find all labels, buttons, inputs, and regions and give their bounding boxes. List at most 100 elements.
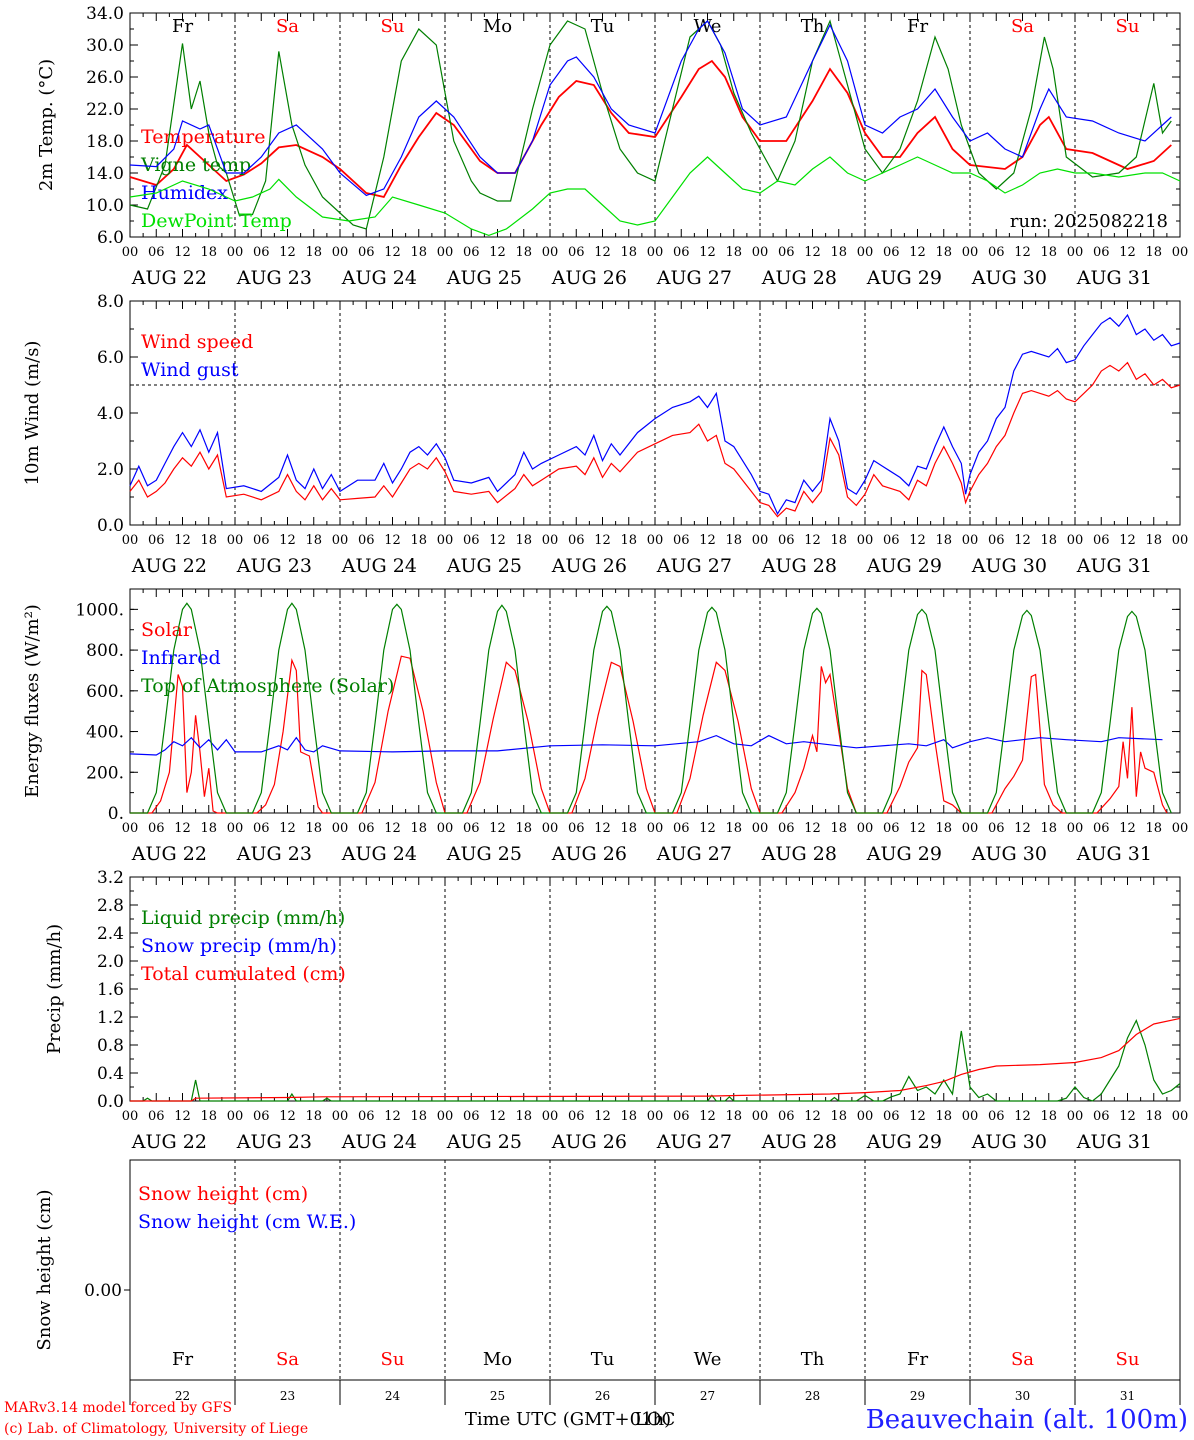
wind-series-blue bbox=[129, 313, 1181, 516]
wind-hour-label: 00 bbox=[1172, 533, 1189, 548]
wind-hour-label: 12 bbox=[1014, 533, 1031, 548]
energy-hour-label: 12 bbox=[699, 821, 716, 836]
temp-hour-label: 06 bbox=[778, 245, 795, 260]
temp-frame bbox=[129, 12, 1181, 238]
temp-ytick-label: 6.0 bbox=[97, 228, 124, 248]
energy-hour-label: 12 bbox=[489, 821, 506, 836]
energy-y-axis-label: Energy fluxes (W/m²) bbox=[22, 604, 43, 798]
wind-hour-label: 00 bbox=[122, 533, 139, 548]
temp-weekday-label: Tu bbox=[591, 16, 615, 37]
precip-ytick-label: 2.0 bbox=[97, 952, 124, 972]
temp-hour-label: 00 bbox=[1172, 245, 1189, 260]
temp-legend-red: Temperature bbox=[141, 126, 265, 148]
wind-hour-label: 06 bbox=[253, 533, 270, 548]
temp-weekday-label: Su bbox=[1116, 16, 1140, 37]
precip-ytick-label: 1.6 bbox=[97, 980, 124, 1000]
energy-hour-label: 06 bbox=[253, 821, 270, 836]
temp-weekday-label: Sa bbox=[1011, 16, 1034, 37]
snow-day-number: 25 bbox=[490, 1389, 505, 1403]
precip-hour-label: 06 bbox=[253, 1109, 270, 1124]
wind-hour-label: 06 bbox=[883, 533, 900, 548]
precip-hour-label: 18 bbox=[620, 1109, 637, 1124]
wind-hour-label: 12 bbox=[804, 533, 821, 548]
wind-hour-label: 12 bbox=[279, 533, 296, 548]
temp-hour-label: 00 bbox=[752, 245, 769, 260]
precip-date-label: AUG 30 bbox=[971, 1131, 1047, 1153]
wind-hour-label: 00 bbox=[962, 533, 979, 548]
energy-ytick-label: 1000. bbox=[75, 600, 124, 620]
temp-weekday-label: Su bbox=[381, 16, 405, 37]
energy-hour-label: 06 bbox=[568, 821, 585, 836]
station-label: Beauvechain (alt. 100m) bbox=[866, 1405, 1188, 1435]
snow-y-axis-label: Snow height (cm) bbox=[34, 1189, 55, 1350]
energy-hour-label: 12 bbox=[909, 821, 926, 836]
wind-hour-label: 06 bbox=[988, 533, 1005, 548]
temp-ytick-label: 22.0 bbox=[86, 100, 124, 120]
wind-series-red bbox=[129, 361, 1181, 518]
energy-hour-label: 00 bbox=[437, 821, 454, 836]
energy-hour-label: 00 bbox=[857, 821, 874, 836]
precip-date-label: AUG 29 bbox=[866, 1131, 942, 1153]
wind-hour-label: 18 bbox=[620, 533, 637, 548]
wind-hour-label: 12 bbox=[699, 533, 716, 548]
temp-date-label: AUG 25 bbox=[446, 267, 522, 289]
temp-series-lightgreen bbox=[129, 156, 1181, 237]
snow-day-number: 30 bbox=[1015, 1389, 1030, 1403]
panel-energy: 0. 200. 400. 600. 800. 1000. 00 06 12 18 AUG 22 00 0… bbox=[22, 588, 1188, 865]
energy-hour-label: 06 bbox=[1093, 821, 1110, 836]
wind-hour-label: 18 bbox=[410, 533, 427, 548]
energy-date-label: AUG 24 bbox=[341, 843, 417, 865]
temp-ytick-label: 30.0 bbox=[86, 36, 124, 56]
temp-hour-label: 00 bbox=[227, 245, 244, 260]
precip-date-label: AUG 26 bbox=[551, 1131, 627, 1153]
precip-ytick-label: 2.4 bbox=[97, 924, 124, 944]
energy-hour-label: 06 bbox=[148, 821, 165, 836]
energy-hour-label: 00 bbox=[962, 821, 979, 836]
temp-date-label: AUG 28 bbox=[761, 267, 837, 289]
temp-hour-label: 06 bbox=[358, 245, 375, 260]
precip-hour-label: 12 bbox=[594, 1109, 611, 1124]
wind-hour-label: 18 bbox=[1040, 533, 1057, 548]
snow-weekday-label: Su bbox=[381, 1349, 405, 1370]
wind-hour-label: 18 bbox=[305, 533, 322, 548]
precip-hour-label: 06 bbox=[673, 1109, 690, 1124]
energy-date-label: AUG 25 bbox=[446, 843, 522, 865]
temp-hour-label: 00 bbox=[962, 245, 979, 260]
temp-hour-label: 12 bbox=[1014, 245, 1031, 260]
energy-hour-label: 12 bbox=[174, 821, 191, 836]
snow-weekday-label: Fr bbox=[907, 1349, 928, 1370]
temp-hour-label: 18 bbox=[200, 245, 217, 260]
wind-ytick-label: 0.0 bbox=[97, 516, 124, 536]
temp-hour-label: 12 bbox=[909, 245, 926, 260]
temp-ytick-label: 18.0 bbox=[86, 132, 124, 152]
precip-hour-label: 18 bbox=[305, 1109, 322, 1124]
energy-series-blue bbox=[129, 734, 1163, 756]
temp-y-axis-label: 2m Temp. (°C) bbox=[36, 59, 57, 191]
temp-legend-blue: Humidex bbox=[141, 182, 228, 204]
wind-date-label: AUG 28 bbox=[761, 555, 837, 577]
temp-hour-label: 18 bbox=[1145, 245, 1162, 260]
precip-hour-label: 12 bbox=[279, 1109, 296, 1124]
energy-hour-label: 18 bbox=[725, 821, 742, 836]
temp-hour-label: 00 bbox=[647, 245, 664, 260]
panel-snow: 0.00 Fr 22 Sa 23 Su 24 Mo 25 Tu 26 We 27 Th 28 Fr 29 Sa 30… bbox=[34, 1159, 1181, 1405]
precip-hour-label: 18 bbox=[1145, 1109, 1162, 1124]
temp-hour-label: 18 bbox=[935, 245, 952, 260]
temp-date-label: AUG 27 bbox=[656, 267, 732, 289]
temp-hour-label: 00 bbox=[1067, 245, 1084, 260]
panel-precip: 0.0 0.4 0.8 1.2 1.6 2.0 2.4 2.8 3.2 00 06 12 18 AUG 2… bbox=[44, 868, 1188, 1153]
wind-date-label: AUG 27 bbox=[656, 555, 732, 577]
temp-hour-label: 18 bbox=[830, 245, 847, 260]
temp-hour-label: 06 bbox=[1093, 245, 1110, 260]
wind-hour-label: 18 bbox=[200, 533, 217, 548]
energy-hour-label: 06 bbox=[463, 821, 480, 836]
wind-ytick-label: 8.0 bbox=[97, 292, 124, 312]
precip-hour-label: 06 bbox=[463, 1109, 480, 1124]
temp-hour-label: 06 bbox=[883, 245, 900, 260]
energy-hour-label: 12 bbox=[594, 821, 611, 836]
snow-day-number: 31 bbox=[1120, 1389, 1135, 1403]
energy-hour-label: 00 bbox=[752, 821, 769, 836]
temp-hour-label: 06 bbox=[148, 245, 165, 260]
temp-hour-label: 12 bbox=[594, 245, 611, 260]
temp-hour-label: 12 bbox=[1119, 245, 1136, 260]
